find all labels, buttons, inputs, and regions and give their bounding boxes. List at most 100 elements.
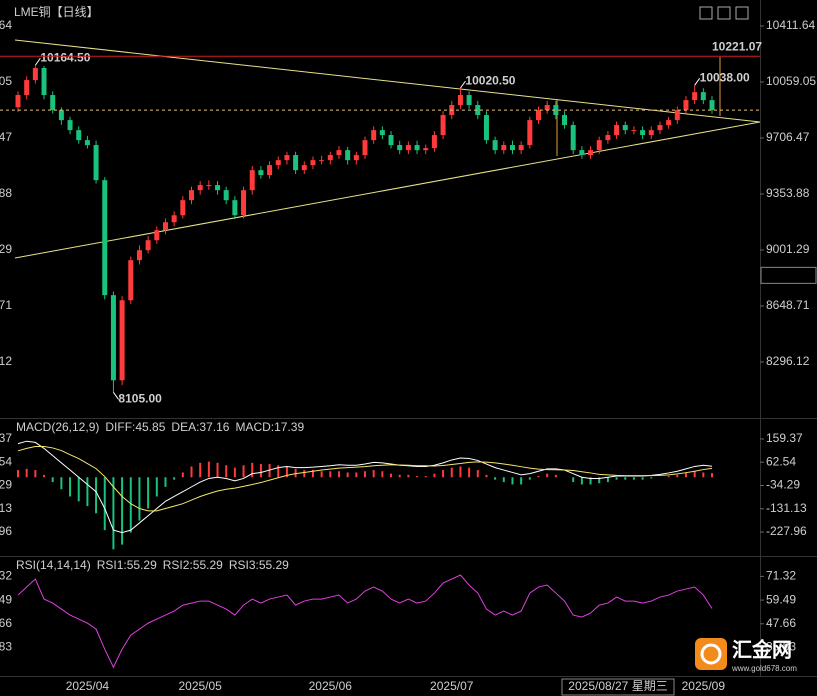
candle-body [301, 165, 307, 171]
y-tick-label: -227.96 [766, 524, 807, 538]
candle-body [518, 145, 524, 151]
candle-body [640, 130, 646, 136]
crosshair-price-box [760, 266, 817, 284]
y-tick-label-left: 10059.05 [0, 74, 12, 88]
candle-body [171, 215, 177, 223]
candle-body [544, 105, 550, 111]
candle-body [492, 140, 498, 151]
tool-icon[interactable] [717, 6, 731, 20]
logo: 汇金网 www.gold678.com [695, 637, 797, 673]
toolbar[interactable] [699, 6, 749, 20]
candle-body [41, 68, 47, 96]
candle-body [553, 105, 559, 116]
candle-body [206, 185, 212, 187]
y-tick-label: 10059.05 [766, 74, 816, 88]
candle-body [536, 110, 541, 121]
x-tick-label: 2025/07 [430, 679, 474, 693]
candle-body [457, 95, 463, 106]
candle-body [709, 100, 715, 111]
candle-body [700, 92, 706, 101]
candle-body [154, 230, 160, 241]
y-tick-label-left: 9706.47 [0, 130, 12, 144]
candle-body [423, 148, 429, 151]
y-tick-label-left: 71.32 [0, 569, 12, 583]
trend-line [14, 39, 761, 123]
indicator-legend: DEA:37.16 [171, 420, 229, 434]
candle-body [58, 110, 64, 121]
y-tick-label-left: 8296.12 [0, 354, 12, 368]
candle-body [162, 222, 168, 231]
y-tick-label: 62.54 [766, 454, 796, 468]
annotation-label: 10164.50 [40, 50, 90, 64]
candle-body [293, 155, 299, 171]
y-tick-label-left: 62.54 [0, 454, 12, 468]
candle-body [622, 125, 628, 131]
candle-body [431, 135, 437, 149]
candle-body [136, 250, 142, 261]
candle-body [336, 150, 342, 156]
candle-body [258, 170, 264, 176]
macd-line [17, 440, 713, 534]
candle-body [189, 190, 194, 201]
x-tick-label: 2025/04 [66, 679, 110, 693]
x-tick-label: 2025/05 [178, 679, 222, 693]
logo-url: www.gold678.com [731, 664, 797, 673]
y-tick-label: 10411.64 [766, 18, 815, 32]
candle-body [32, 68, 38, 81]
candle-body [50, 95, 56, 111]
candle-body [232, 200, 238, 216]
candle-body [414, 145, 420, 151]
x-tick-label: 2025/06 [309, 679, 353, 693]
candle-body [562, 115, 568, 126]
y-tick-label-left: 159.37 [0, 431, 12, 445]
annotation-label: 10038.00 [700, 71, 750, 85]
y-tick-label-left: 47.66 [0, 616, 12, 630]
y-tick-label: 35.83 [766, 640, 796, 654]
candle-body [119, 300, 125, 381]
logo-name: 汇金网 [732, 637, 792, 661]
candle-body [379, 130, 385, 136]
candle-body [345, 150, 351, 161]
tool-icon[interactable] [735, 6, 749, 20]
logo-icon [700, 643, 722, 665]
y-tick-label: -34.29 [766, 478, 800, 492]
candle-body [180, 200, 186, 216]
y-tick-label: 9706.47 [766, 130, 810, 144]
annotation-leader [113, 392, 119, 400]
indicator-legend: DIFF:45.85 [105, 420, 165, 434]
y-tick-label: 59.49 [766, 592, 796, 606]
candle-body [657, 125, 663, 131]
y-tick-label-left: 9001.29 [0, 242, 12, 256]
candle-body [483, 115, 489, 141]
y-tick-label: 47.66 [766, 616, 796, 630]
candle-body [475, 105, 481, 116]
y-tick-label-left: 9353.88 [0, 186, 12, 200]
candle-body [466, 95, 472, 106]
trend-line [14, 121, 761, 259]
candle-body [570, 125, 576, 151]
candle-body [362, 140, 368, 156]
candle-body [674, 110, 680, 121]
annotation-label: 10020.50 [465, 73, 515, 87]
candle-body [596, 140, 602, 151]
y-tick-label: 9001.29 [766, 242, 810, 256]
candle-body [284, 155, 290, 161]
macd-line [17, 445, 713, 512]
rsi-line [17, 574, 713, 669]
candle-body [327, 155, 333, 161]
y-tick-label: 8648.71 [766, 298, 810, 312]
indicator-legend: RSI1:55.29 [97, 558, 157, 572]
candle-body [93, 145, 99, 181]
tool-icon[interactable] [699, 6, 713, 20]
x-tick-label: 2025/09 [682, 679, 726, 693]
candle-body [527, 120, 533, 146]
candle-body [215, 185, 221, 191]
indicator-legend: MACD:17.39 [235, 420, 304, 434]
y-tick-label: -131.13 [766, 501, 807, 515]
candle-body [15, 95, 21, 108]
y-tick-label-left: -227.96 [0, 524, 12, 538]
candle-body [353, 155, 359, 161]
candle-body [310, 160, 316, 166]
indicator-legend: RSI(14,14,14) [16, 558, 91, 572]
